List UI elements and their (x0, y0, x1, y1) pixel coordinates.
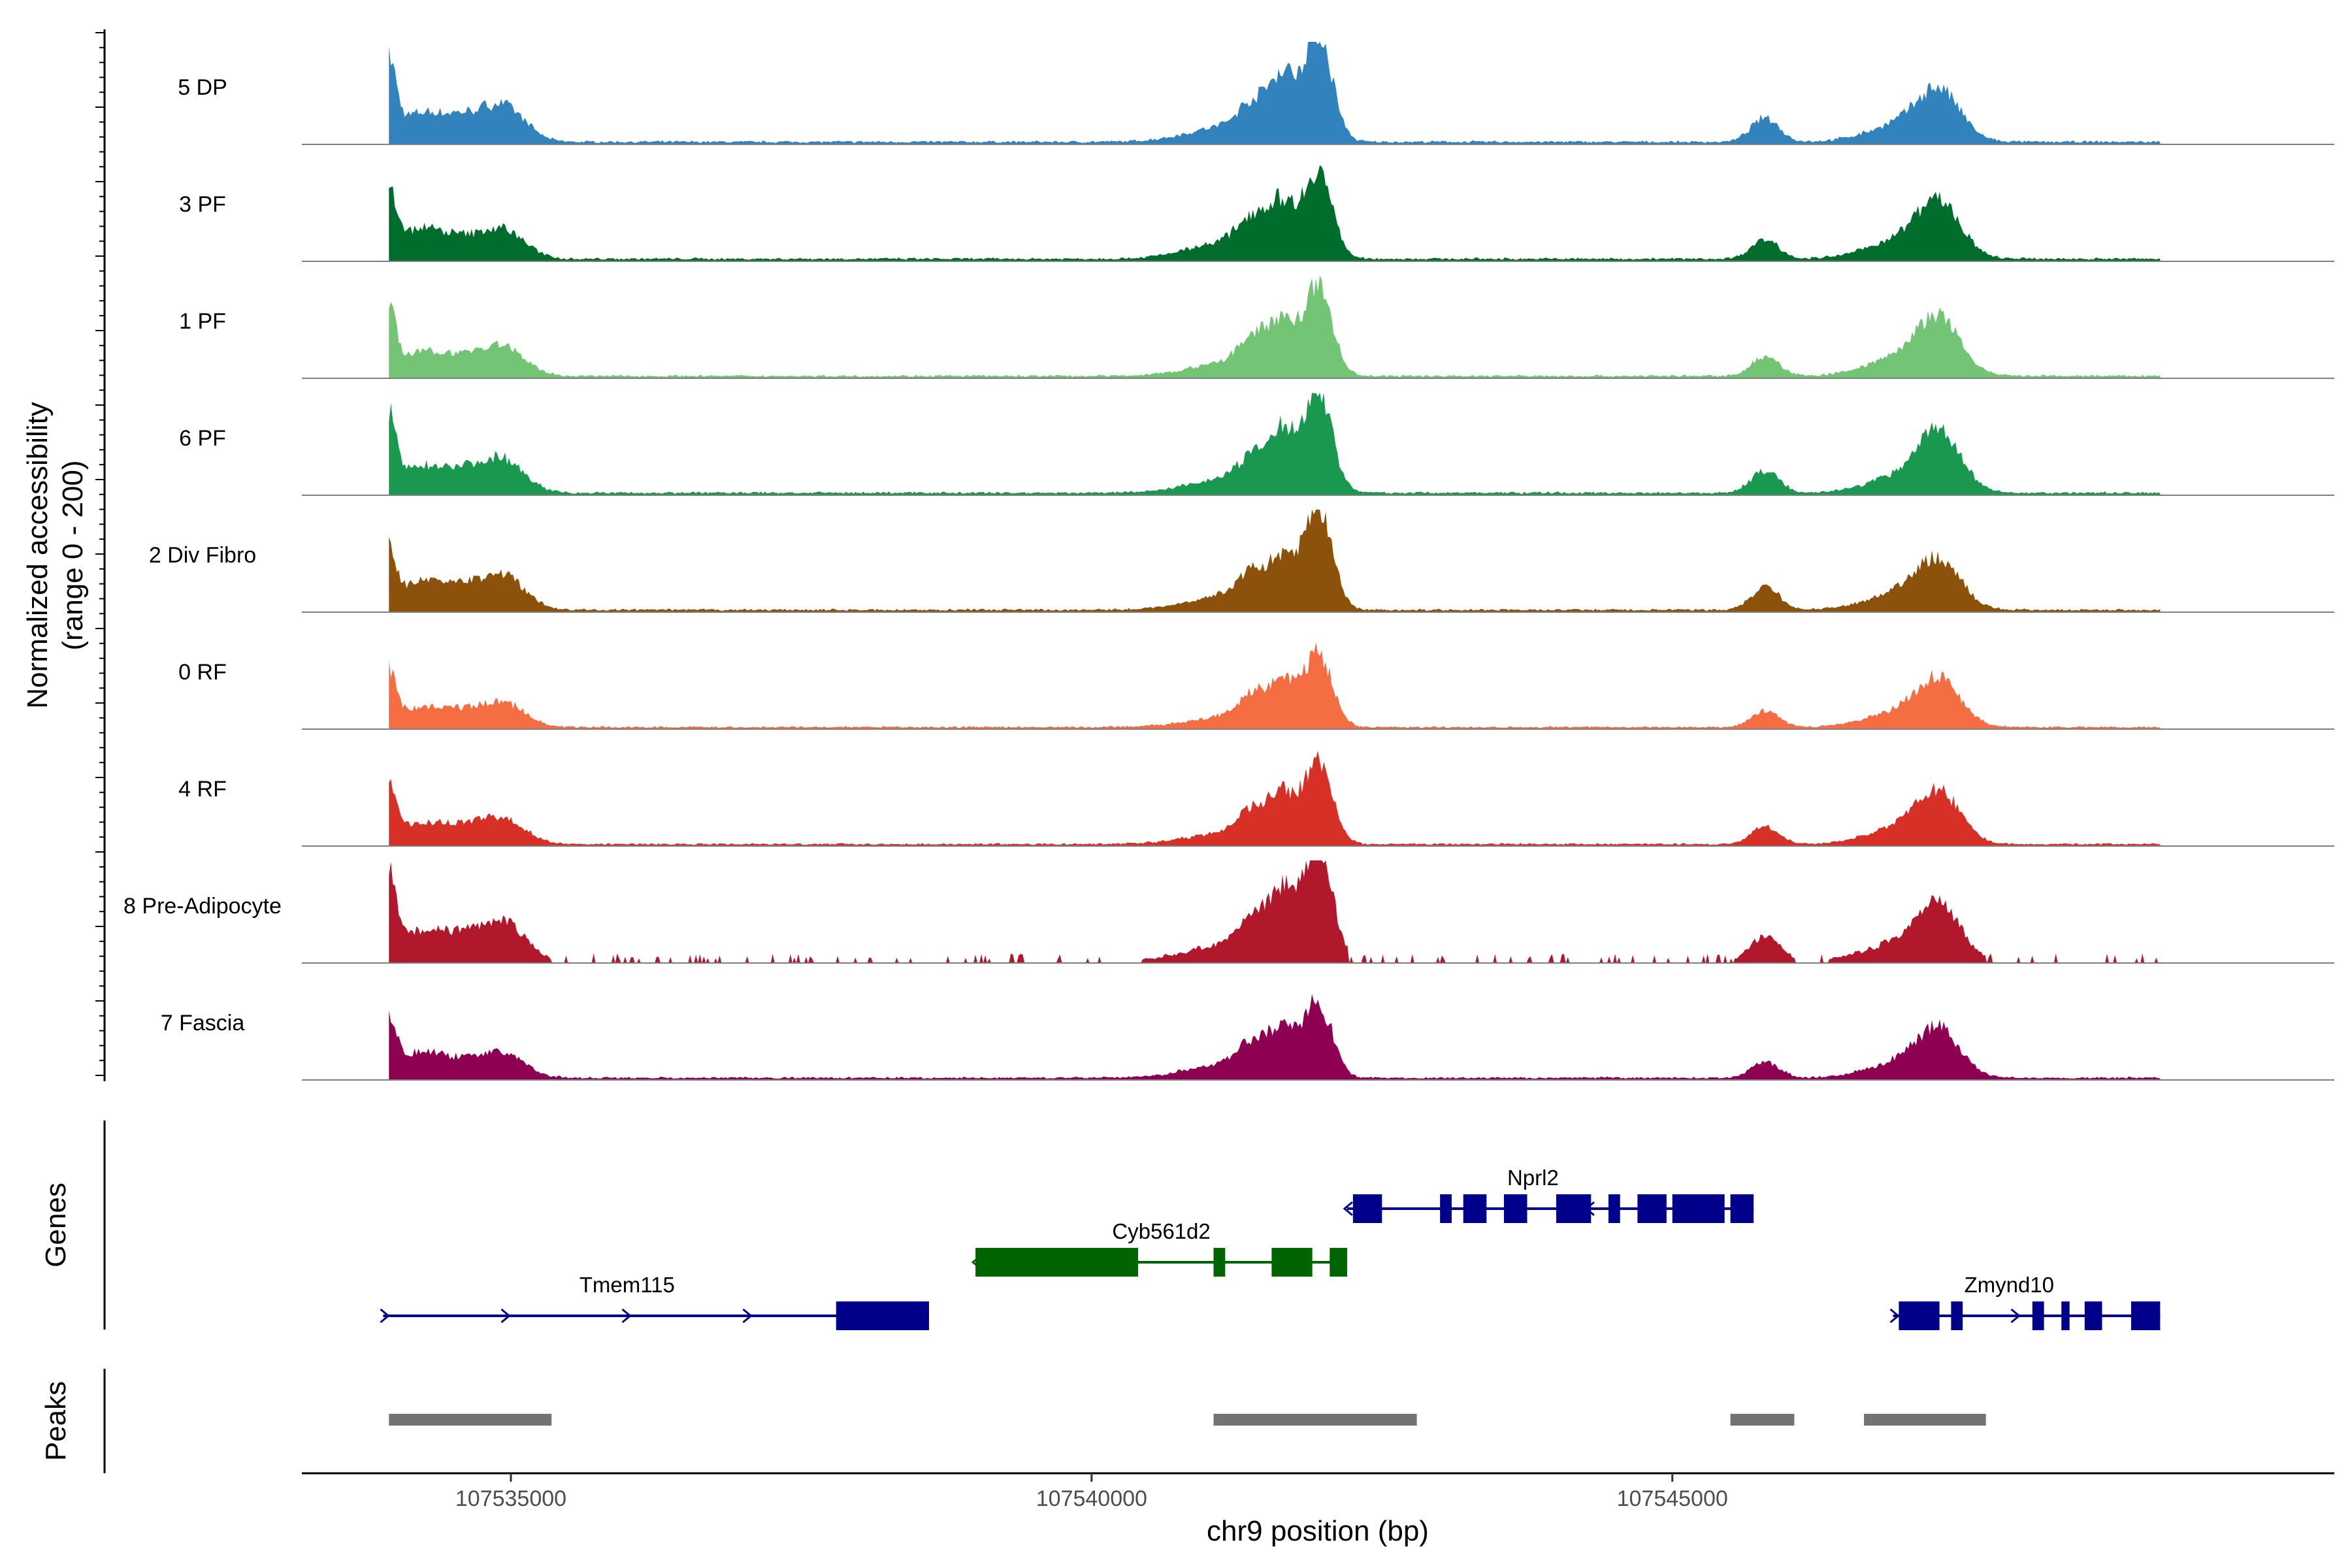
peak-bar (1730, 1414, 1795, 1426)
coverage-y-axis-ticks (95, 32, 105, 1076)
strand-arrow (2010, 1308, 2021, 1324)
gene-exon (1463, 1194, 1487, 1223)
gene-exon (1672, 1194, 1725, 1223)
gene-exon (2032, 1301, 2044, 1330)
gene-exon (1440, 1194, 1452, 1223)
strand-arrow (621, 1308, 632, 1324)
gene-exon (1271, 1248, 1313, 1277)
track-label: 8 Pre-Adipocyte (123, 894, 282, 919)
coverage-track: 4 RF (178, 751, 2334, 847)
coverage-area (389, 751, 2161, 846)
x-tick-label: 107540000 (1036, 1486, 1147, 1511)
track-label: 7 Fascia (161, 1011, 245, 1036)
strand-arrow (1889, 1308, 1900, 1324)
peak-bar (1864, 1414, 1986, 1426)
x-tick-label: 107545000 (1617, 1486, 1728, 1511)
gene-exon (1899, 1301, 1940, 1330)
coverage-area (389, 860, 2161, 963)
coverage-area (389, 510, 2161, 612)
y-axis-title-line2: (range 0 - 200) (57, 460, 89, 650)
coverage-area (389, 42, 2161, 144)
gene-exon (2084, 1301, 2102, 1330)
coverage-track: 2 Div Fibro (149, 510, 2334, 613)
gene-exon (1503, 1194, 1527, 1223)
coverage-track: 1 PF (179, 276, 2334, 379)
gene-exon (1556, 1194, 1592, 1223)
y-axis-title: Normalized accessibility (range 0 - 200) (22, 402, 89, 708)
genes-panel-title: Genes (40, 1183, 72, 1267)
gene-exon (1330, 1248, 1347, 1277)
coverage-area (389, 994, 2161, 1080)
gene-exon (1951, 1301, 1963, 1330)
coverage-area (389, 165, 2161, 261)
gene-cyb561d2: Cyb561d2 (971, 1219, 1347, 1277)
gene-label: Zmynd10 (1964, 1273, 2054, 1297)
peak-regions (389, 1414, 1986, 1426)
track-label: 4 RF (178, 777, 227, 802)
gene-zmynd10: Zmynd10 (1889, 1273, 2161, 1330)
track-label: 0 RF (178, 660, 227, 685)
x-axis-ticks: 107535000 107540000 107545000 (455, 1473, 1728, 1511)
gene-exon (975, 1248, 1138, 1277)
track-label: 5 DP (178, 75, 227, 100)
coverage-track: 0 RF (178, 642, 2334, 730)
coverage-area (389, 642, 2161, 729)
gene-annotations: Tmem115 Cyb561d2 Nprl2 Zmynd10 (380, 1166, 2161, 1330)
coverage-area (389, 393, 2161, 495)
x-axis-title: chr9 position (bp) (1207, 1515, 1429, 1547)
gene-label: Cyb561d2 (1112, 1219, 1210, 1243)
track-label: 3 PF (179, 192, 226, 217)
x-tick-label: 107535000 (455, 1486, 566, 1511)
peak-bar (1213, 1414, 1417, 1426)
coverage-track: 6 PF (179, 393, 2334, 496)
strand-arrow (380, 1308, 390, 1324)
gene-exon (2061, 1301, 2070, 1330)
peak-bar (389, 1414, 552, 1426)
coverage-track: 3 PF (179, 165, 2334, 262)
coverage-track: 8 Pre-Adipocyte (123, 860, 2334, 964)
gene-exon (1352, 1194, 1382, 1223)
gene-exon (1730, 1194, 1754, 1223)
strand-arrow (500, 1308, 511, 1324)
y-axis-title-line1: Normalized accessibility (22, 402, 54, 708)
coverage-track: 5 DP (178, 42, 2334, 145)
gene-exon (2131, 1301, 2161, 1330)
coverage-area (389, 276, 2161, 378)
gene-label: Tmem115 (580, 1273, 675, 1297)
coverage-tracks: 5 DP 3 PF 1 PF 6 PF 2 Div Fibro 0 RF 4 RF 8 Pre… (123, 42, 2334, 1081)
strand-arrow (742, 1308, 753, 1324)
gene-exon (1637, 1194, 1667, 1223)
peaks-panel-title: Peaks (40, 1381, 72, 1461)
peaks-panel-label: Peaks (40, 1381, 72, 1461)
gene-exon (1213, 1248, 1226, 1277)
coverage-track: 7 Fascia (161, 994, 2334, 1081)
genes-panel-label: Genes (40, 1183, 72, 1267)
gene-exon (1608, 1194, 1620, 1223)
track-label: 1 PF (179, 309, 226, 334)
gene-nprl2: Nprl2 (1343, 1166, 1754, 1223)
strand-arrow (1343, 1201, 1353, 1217)
track-label: 2 Div Fibro (149, 543, 256, 568)
gene-exon (836, 1301, 929, 1330)
gene-label: Nprl2 (1507, 1166, 1559, 1190)
gene-tmem115: Tmem115 (380, 1273, 929, 1330)
track-label: 6 PF (179, 426, 226, 451)
